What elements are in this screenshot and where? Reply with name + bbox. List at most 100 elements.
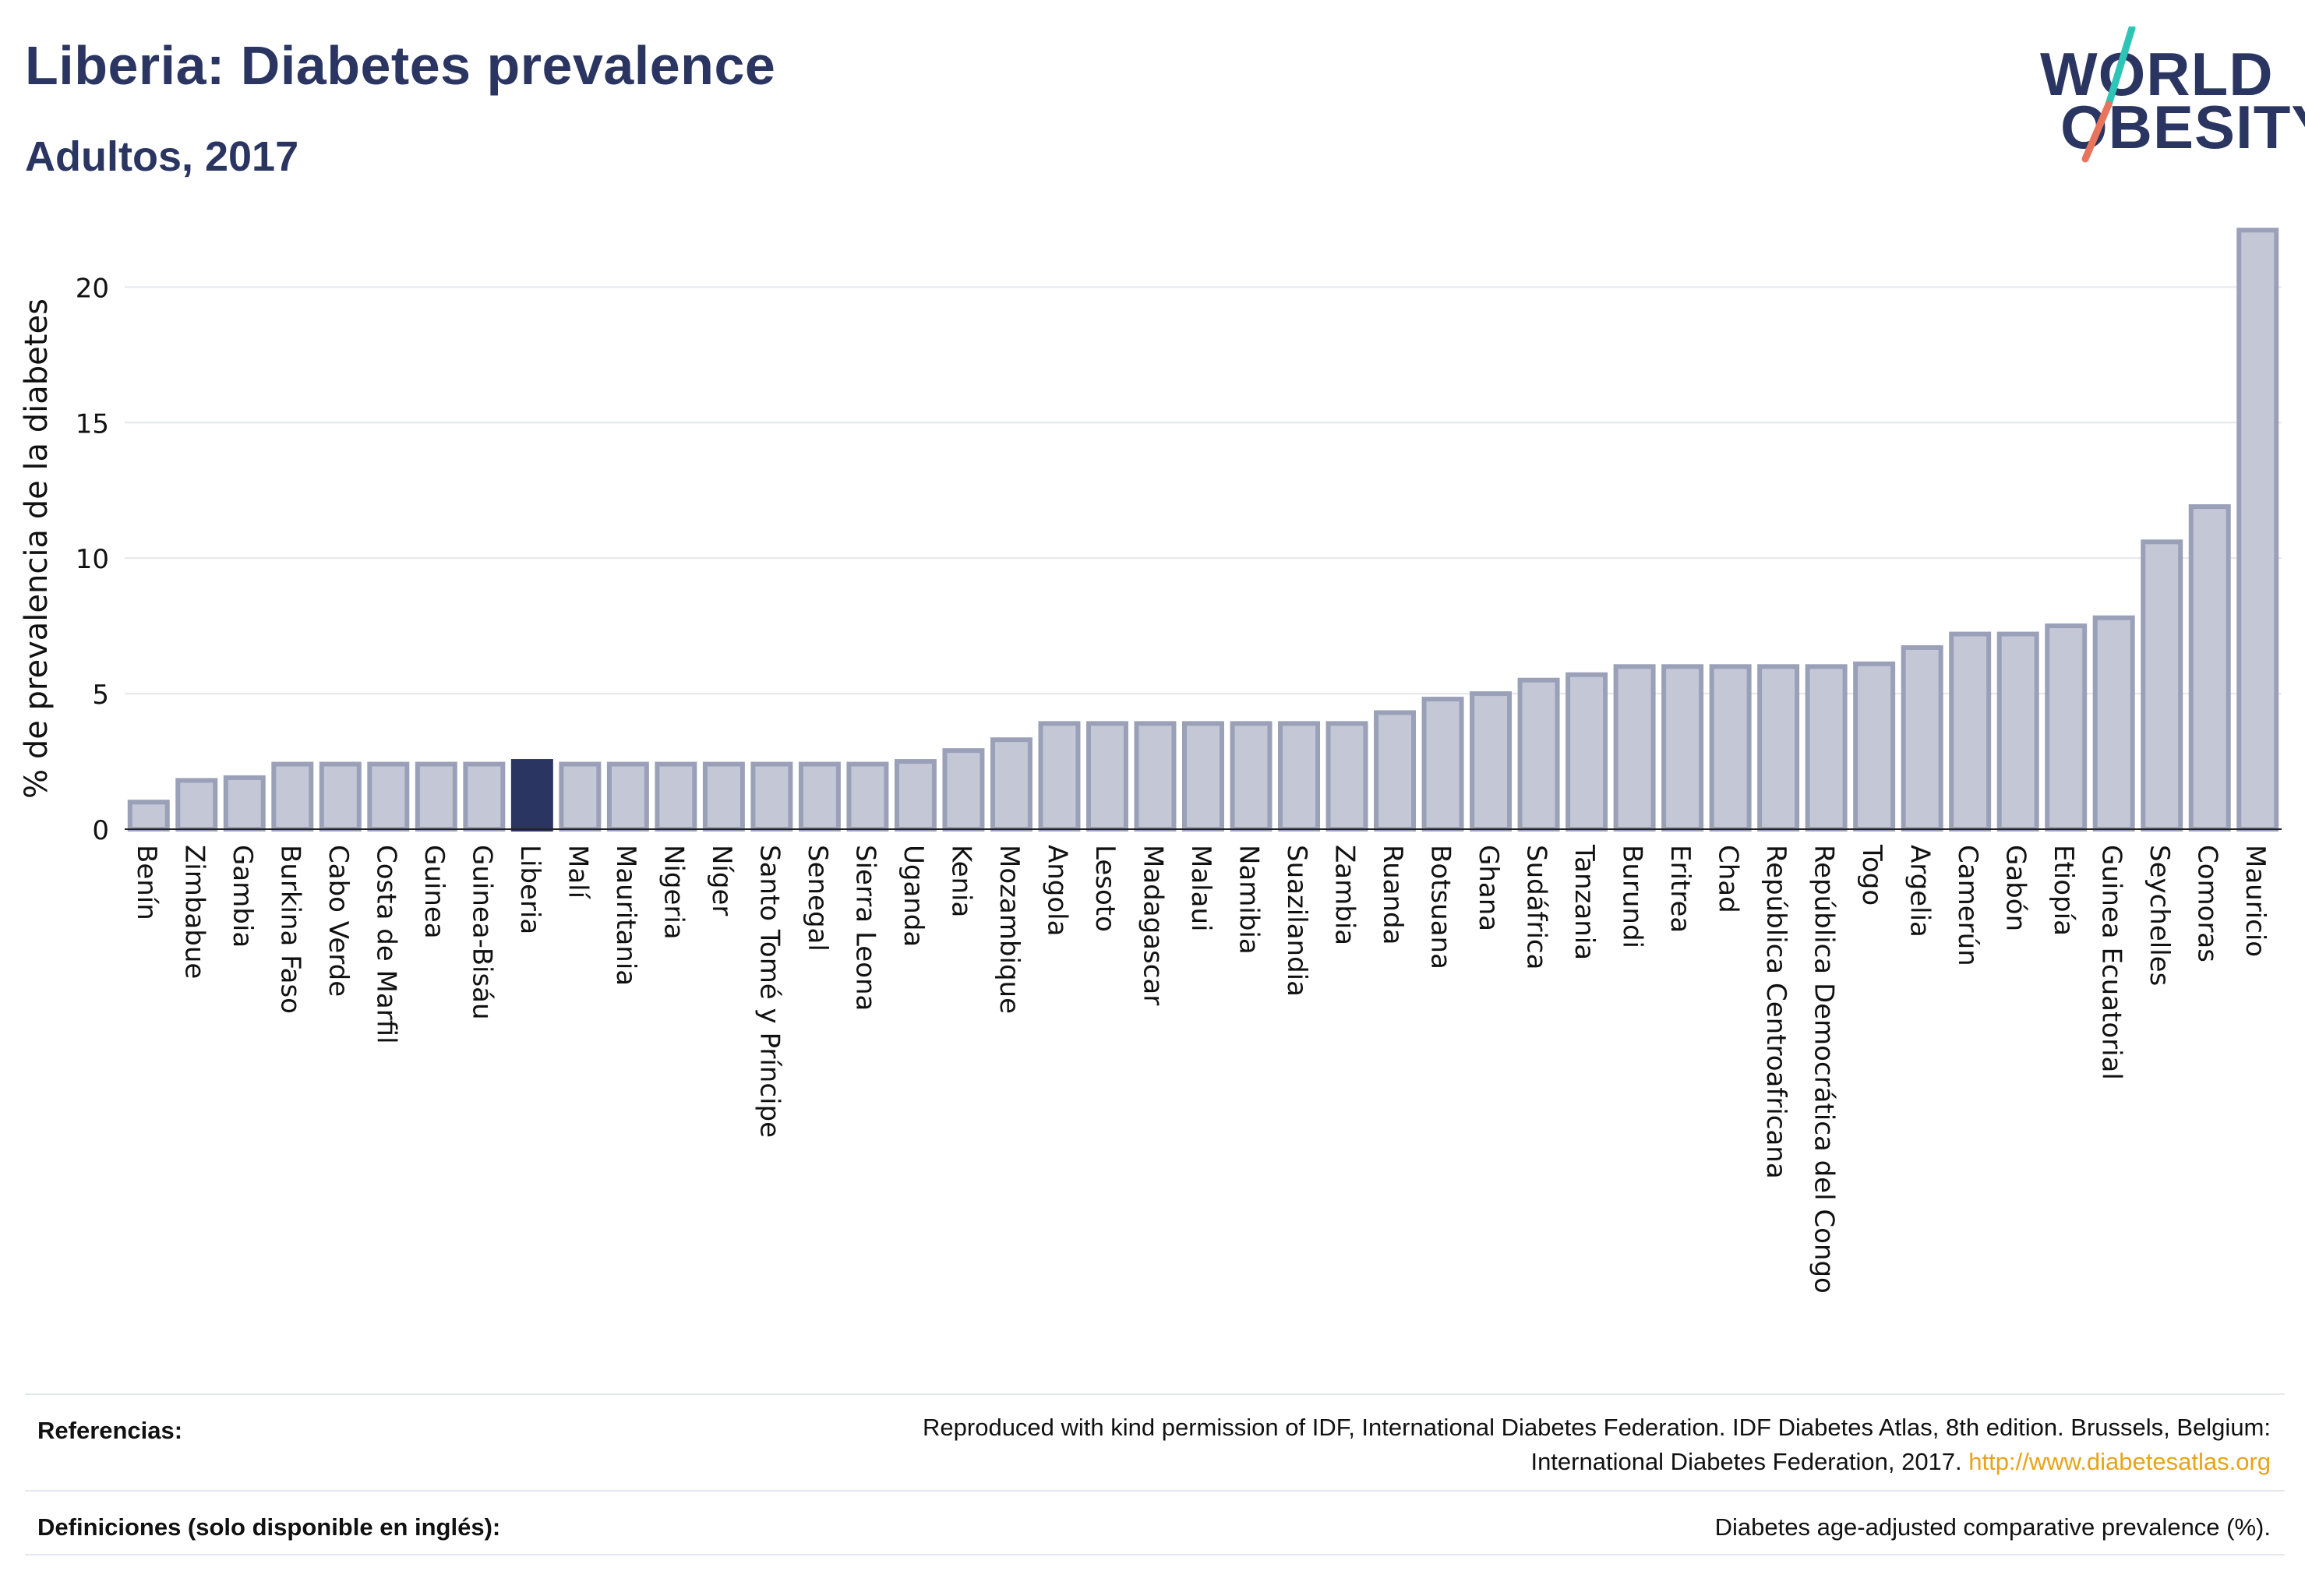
bar-guinea-bisáu (463, 761, 506, 832)
x-tick-label: Togo (1856, 844, 1887, 906)
x-tick-label: Suazilandia (1281, 845, 1312, 997)
x-tick-label: Santo Tomé y Príncipe (754, 845, 785, 1138)
bar-costa-de-marfil (367, 761, 410, 832)
x-tick-label: Lesoto (1089, 845, 1121, 932)
references-label: Referencias: (37, 1417, 183, 1444)
bar-nigeria (655, 761, 697, 832)
y-tick-label: 15 (76, 408, 109, 440)
x-tick-label: Mauricio (2240, 845, 2271, 957)
x-tick-label: Ruanda (1377, 845, 1408, 945)
divider (25, 1393, 2285, 1395)
bar-sudáfrica (1517, 677, 1560, 832)
x-tick-label: Madagascar (1137, 845, 1168, 1005)
x-tick-label: Zambia (1329, 845, 1361, 945)
x-tick-label: Namibia (1234, 845, 1265, 955)
bar-burundi (1613, 664, 1656, 832)
x-tick-label: Uganda (898, 845, 929, 947)
bar-madagascar (1134, 721, 1177, 832)
bar-zambia (1325, 721, 1368, 832)
references-link[interactable]: http://www.diabetesatlas.org (1968, 1448, 2271, 1475)
divider (25, 1554, 2285, 1555)
y-axis-label: % de prevalencia de la diabetes (19, 298, 55, 799)
x-tick-label: Mauritania (610, 845, 641, 986)
bar-argelia (1901, 644, 1943, 832)
chart-title: Liberia: Diabetes prevalence (25, 35, 776, 96)
bar-mauritania (606, 761, 649, 832)
bar-cabo-verde (319, 761, 362, 832)
x-tick-label: Kenia (945, 845, 976, 917)
bar-malaui (1182, 721, 1224, 832)
x-tick-label: Sierra Leona (849, 845, 881, 1011)
bar-uganda (894, 759, 937, 832)
x-tick-label: Camerún (1952, 845, 1983, 966)
x-tick-label: Botsuana (1425, 845, 1456, 969)
x-tick-label: Nigeria (658, 845, 689, 940)
bar-chart: 0 5 10 15 20 % de prevalencia de la diabetes… (19, 228, 2282, 1294)
bar-eritrea (1661, 664, 1704, 832)
x-tick-label: Eritrea (1664, 845, 1696, 933)
x-tick-label: Argelia (1904, 845, 1936, 937)
bar-seychelles (2141, 539, 2183, 832)
y-tick-label: 0 (92, 815, 109, 846)
world-obesity-logo: WORLD OBESITY (2034, 26, 2305, 175)
chart-subtitle: Adultos, 2017 (25, 133, 299, 180)
x-tick-label: Benín (131, 845, 162, 920)
bar-ruanda (1374, 710, 1417, 832)
x-tick-label: Níger (706, 845, 737, 916)
y-axis-ticks: 0 5 10 15 20 (76, 273, 109, 846)
definitions-text: Diabetes age-adjusted comparative preval… (1714, 1513, 2271, 1541)
x-tick-label: Ghana (1473, 845, 1504, 931)
bar-república-democrática-del-congo (1805, 664, 1848, 832)
bar-kenia (942, 748, 985, 832)
x-tick-label: Gambia (227, 845, 258, 948)
x-tick-label: Etiopía (2048, 845, 2079, 936)
x-tick-label: Chad (1713, 845, 1744, 913)
bar-togo (1853, 661, 1896, 832)
bar-gambia (223, 775, 266, 832)
bar-tanzania (1565, 672, 1608, 832)
bar-etiopía (2045, 623, 2088, 832)
x-tick-label: Zimbabue (178, 845, 210, 979)
x-tick-label: Seychelles (2144, 845, 2175, 986)
bar-botsuana (1421, 697, 1464, 832)
x-tick-label: Burundi (1617, 845, 1648, 948)
x-tick-label: Mozambique (994, 845, 1025, 1014)
references-line-1: Reproduced with kind permission of IDF, … (923, 1414, 2271, 1441)
references-text: Reproduced with kind permission of IDF, … (712, 1411, 2271, 1479)
bar-lesoto (1085, 721, 1128, 832)
bar-senegal (798, 761, 841, 832)
bar-guinea-ecuatorial (2092, 615, 2135, 832)
bar-burkina-faso (271, 761, 314, 832)
x-tick-label: Costa de Marfil (370, 845, 401, 1044)
x-tick-label: Comoras (2192, 845, 2223, 962)
x-axis-ticks: Benín Zimbabue Gambia Burkina Faso Cabo Verd… (131, 844, 2271, 1294)
bar-guinea (415, 761, 457, 832)
bar-mozambique (990, 737, 1032, 832)
bar-mauricio (2236, 228, 2279, 832)
bar-suazilandia (1278, 721, 1321, 832)
bar-santo-tomé-y-príncipe (750, 761, 793, 832)
x-tick-label: República Centroafricana (1760, 845, 1791, 1179)
bar-ghana (1470, 691, 1513, 832)
bar-camerún (1949, 631, 1992, 832)
y-tick-label: 20 (76, 273, 109, 304)
x-tick-label: Senegal (802, 845, 833, 952)
x-tick-label: Gabón (2000, 845, 2031, 931)
x-tick-label: Angola (1041, 845, 1072, 936)
x-tick-label: Guinea Ecuatorial (2096, 845, 2127, 1080)
y-tick-label: 5 (92, 680, 109, 711)
bar-angola (1038, 721, 1081, 832)
divider (25, 1490, 2285, 1492)
x-tick-label: República Democrática del Congo (1809, 845, 1840, 1294)
x-tick-label: Liberia (514, 845, 545, 934)
references-line-2-text: International Diabetes Federation, 2017. (1530, 1448, 1962, 1475)
definitions-label: Definiciones (solo disponible en inglés)… (37, 1513, 501, 1541)
x-tick-label: Guinea (418, 845, 450, 939)
bar-zimbabue (175, 778, 218, 832)
x-tick-label: Malí (562, 845, 593, 900)
bar-benín (127, 800, 170, 832)
x-tick-label: Burkina Faso (274, 845, 305, 1014)
x-tick-label: Cabo Verde (323, 845, 354, 997)
bar-gabón (1996, 631, 2039, 832)
x-tick-label: Malaui (1185, 845, 1216, 931)
